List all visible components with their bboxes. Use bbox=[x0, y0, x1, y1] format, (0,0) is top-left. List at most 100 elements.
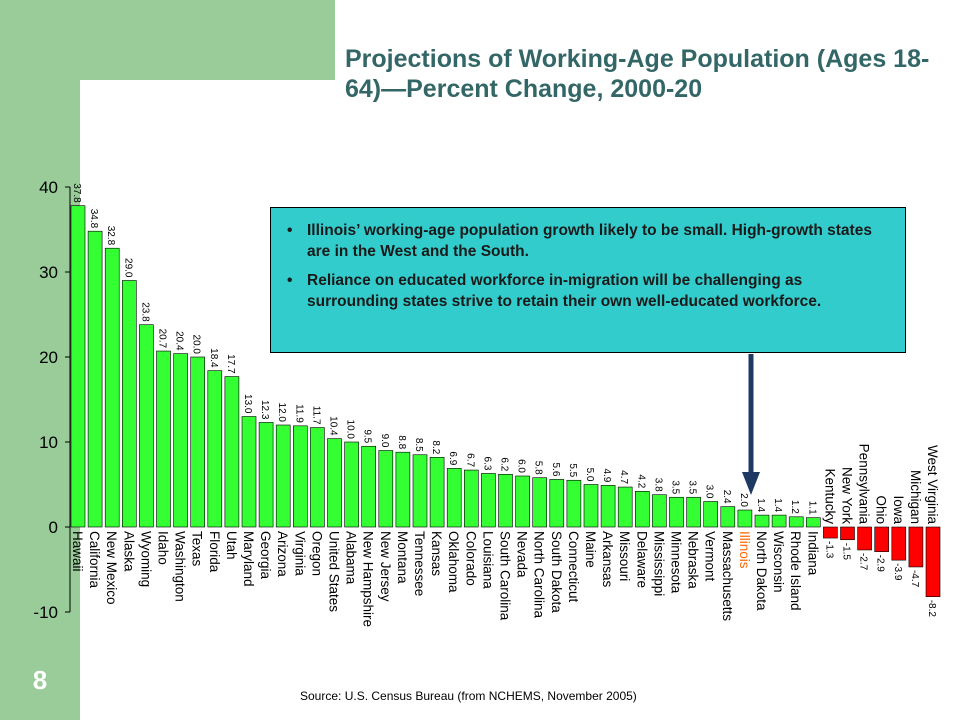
bar bbox=[395, 451, 411, 528]
category-labels: Hawaii California New Mexico Alaska Wyoming I… bbox=[70, 444, 940, 627]
bar bbox=[378, 450, 394, 528]
data-label: 32.8 bbox=[105, 226, 116, 246]
category-label: Vermont bbox=[703, 531, 718, 582]
category-label: Wisconsin bbox=[771, 531, 786, 593]
y-tick-label: 20 bbox=[39, 348, 58, 367]
bar bbox=[412, 454, 428, 528]
bar bbox=[139, 324, 154, 528]
category-label: Oklahoma bbox=[446, 531, 461, 593]
y-axis: 40 30 20 10 0 -10 bbox=[33, 178, 71, 622]
sidebar-band bbox=[0, 0, 80, 720]
data-label: -2.9 bbox=[875, 555, 886, 573]
bar bbox=[532, 477, 548, 528]
arrow-to-illinois bbox=[742, 354, 760, 495]
bar bbox=[87, 230, 103, 528]
bar bbox=[310, 427, 325, 528]
data-label: 6.3 bbox=[481, 457, 492, 471]
category-label: Idaho bbox=[156, 531, 171, 565]
data-label: 5.8 bbox=[533, 461, 544, 475]
bar bbox=[583, 484, 599, 528]
bar bbox=[549, 479, 565, 528]
category-label: South Dakota bbox=[549, 531, 564, 613]
callout-bullet-1: Illinois’ working-age population growth … bbox=[287, 220, 891, 262]
data-label: 5.0 bbox=[584, 468, 595, 482]
data-label: -4.7 bbox=[909, 570, 920, 588]
data-label: 6.0 bbox=[516, 459, 527, 473]
data-label: 5.5 bbox=[567, 463, 578, 477]
bar bbox=[857, 526, 872, 551]
bar bbox=[361, 445, 377, 528]
category-label: New Mexico bbox=[104, 531, 119, 605]
data-label: 1.2 bbox=[789, 500, 800, 514]
bar bbox=[566, 479, 582, 528]
bar bbox=[446, 468, 462, 528]
bar bbox=[190, 356, 205, 528]
category-label: Alabama bbox=[344, 531, 359, 585]
data-label: 4.9 bbox=[601, 468, 612, 482]
category-label: Minnesota bbox=[669, 531, 684, 594]
page-title: Projections of Working-Age Population (A… bbox=[345, 45, 930, 103]
category-label: Montana bbox=[395, 531, 410, 584]
source-note: Source: U.S. Census Bureau (from NCHEMS,… bbox=[300, 689, 637, 703]
y-tick-label: 10 bbox=[39, 433, 58, 452]
bar bbox=[874, 526, 890, 552]
bar bbox=[925, 526, 941, 597]
bar bbox=[617, 486, 633, 528]
data-label: 8.5 bbox=[413, 438, 424, 452]
data-label: 8.8 bbox=[396, 435, 407, 449]
category-label: New Hampshire bbox=[361, 531, 376, 627]
bar bbox=[173, 353, 188, 528]
data-label: 4.2 bbox=[635, 474, 646, 488]
data-label: 8.2 bbox=[430, 440, 441, 454]
bar bbox=[156, 350, 171, 528]
bar bbox=[908, 526, 924, 568]
category-label: North Carolina bbox=[532, 531, 547, 619]
category-label: Florida bbox=[207, 531, 222, 573]
category-label: Arizona bbox=[275, 531, 290, 577]
category-label: California bbox=[87, 531, 102, 589]
bar bbox=[634, 490, 650, 528]
category-label: Hawaii bbox=[70, 531, 85, 572]
category-label: Indiana bbox=[805, 531, 820, 576]
bar bbox=[515, 475, 530, 528]
category-label: Nevada bbox=[515, 531, 530, 578]
bar bbox=[498, 473, 513, 528]
category-label: Mississippi bbox=[651, 531, 666, 596]
data-label: -8.2 bbox=[926, 600, 937, 618]
data-label: 2.4 bbox=[721, 490, 732, 504]
y-tick-label: 30 bbox=[39, 263, 58, 282]
data-label: 12.3 bbox=[259, 400, 270, 420]
data-label: 34.8 bbox=[88, 209, 99, 229]
data-label: 20.0 bbox=[191, 335, 202, 355]
bar bbox=[823, 526, 838, 539]
bar bbox=[891, 526, 907, 561]
bar bbox=[754, 514, 770, 528]
category-label: Colorado bbox=[463, 531, 478, 586]
top-band bbox=[0, 0, 335, 80]
category-label: Delaware bbox=[634, 531, 649, 588]
category-label: Tennessee bbox=[412, 531, 427, 596]
category-label: Massachusetts bbox=[720, 531, 735, 621]
data-label: 1.4 bbox=[772, 498, 783, 512]
category-label: Iowa bbox=[891, 495, 906, 524]
category-label: New Jersey bbox=[378, 531, 393, 602]
category-label: Maryland bbox=[241, 531, 256, 587]
y-tick-label: 40 bbox=[39, 178, 58, 197]
bar bbox=[720, 506, 736, 528]
bar bbox=[327, 438, 342, 528]
category-label: Illinois bbox=[737, 531, 752, 569]
bar bbox=[429, 456, 445, 528]
data-label: 1.1 bbox=[806, 501, 817, 515]
arrow-head bbox=[742, 472, 760, 495]
bar bbox=[70, 205, 86, 528]
data-label: 3.0 bbox=[704, 485, 715, 499]
data-label: 29.0 bbox=[122, 258, 133, 278]
category-label: Connecticut bbox=[566, 531, 581, 603]
bar bbox=[104, 247, 120, 528]
callout-bullet-2: Reliance on educated workforce in-migrat… bbox=[287, 270, 891, 312]
bar bbox=[241, 416, 257, 528]
data-label: 23.8 bbox=[139, 302, 150, 322]
y-tick-label: 0 bbox=[49, 518, 58, 537]
slide-number: 8 bbox=[32, 665, 48, 695]
